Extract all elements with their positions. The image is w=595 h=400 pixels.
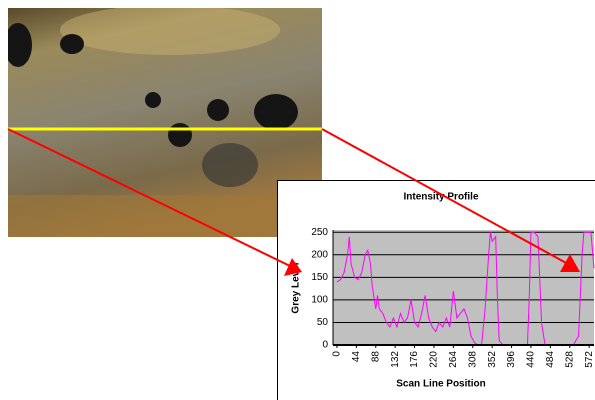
x-tick-label: 308 [467, 351, 478, 368]
x-axis-label: Scan Line Position [396, 379, 485, 390]
photo [8, 8, 322, 237]
y-tick-label: 0 [322, 340, 328, 351]
x-tick-label: 484 [545, 351, 556, 368]
x-tick-label: 440 [526, 351, 537, 368]
x-tick-label: 220 [429, 351, 440, 368]
y-axis-label: Grey Level [291, 262, 302, 313]
x-tick-label: 352 [487, 351, 498, 368]
y-tick-label: 150 [311, 272, 328, 283]
chart-title: Intensity Profile [403, 192, 478, 203]
x-tick-label: 44 [351, 351, 362, 363]
x-tick-label: 264 [448, 351, 459, 368]
y-tick-label: 200 [311, 249, 328, 260]
y-tick-label: 50 [317, 317, 329, 328]
y-tick-label: 250 [311, 227, 328, 238]
x-tick-label: 88 [370, 351, 381, 363]
x-tick-label: 528 [564, 351, 575, 368]
x-tick-label: 0 [332, 351, 343, 357]
x-tick-label: 176 [409, 351, 420, 368]
plot-area [333, 230, 594, 345]
y-tick-label: 100 [311, 295, 328, 306]
x-tick-label: 396 [506, 351, 517, 368]
arrows [7, 128, 580, 276]
x-tick-label: 572 [584, 351, 595, 368]
x-tick-label: 132 [390, 351, 401, 368]
profile-line [336, 231, 595, 346]
